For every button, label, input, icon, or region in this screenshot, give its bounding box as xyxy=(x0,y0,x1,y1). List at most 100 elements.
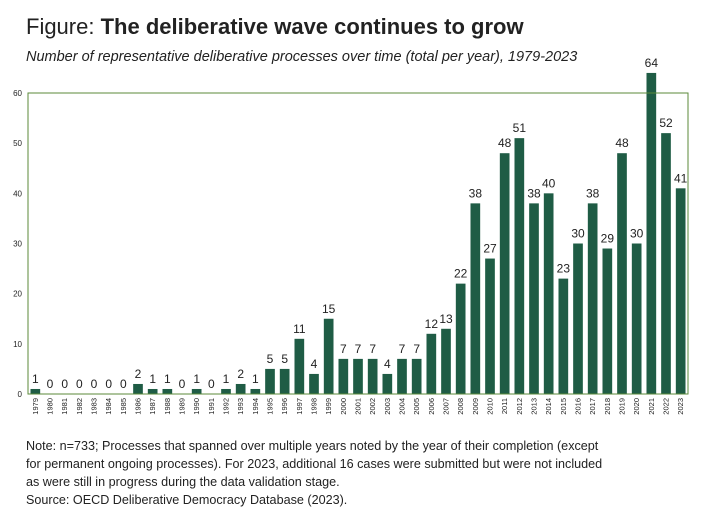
data-label: 1 xyxy=(32,372,39,386)
data-label: 5 xyxy=(267,352,274,366)
data-label: 4 xyxy=(384,357,391,371)
bar xyxy=(631,243,642,394)
x-tick-label: 2021 xyxy=(647,398,656,415)
chart-subtitle: Number of representative deliberative pr… xyxy=(26,49,578,65)
bar xyxy=(382,373,393,394)
x-tick-label: 1981 xyxy=(60,398,69,415)
x-tick-label: 2008 xyxy=(456,398,465,415)
x-tick-label: 2020 xyxy=(632,398,641,415)
data-label: 23 xyxy=(557,262,571,276)
data-label: 1 xyxy=(252,372,259,386)
source-line: Source: OECD Deliberative Democracy Data… xyxy=(26,493,348,507)
data-label: 38 xyxy=(586,186,600,200)
x-tick-label: 2015 xyxy=(559,398,568,415)
bars xyxy=(30,72,686,394)
note-line-3: as were still in progress during the dat… xyxy=(26,475,340,489)
x-tick-label: 1980 xyxy=(46,398,55,415)
data-label: 0 xyxy=(179,377,186,391)
data-label: 0 xyxy=(105,377,112,391)
bar xyxy=(250,388,261,394)
x-tick-label: 2018 xyxy=(603,398,612,415)
data-label: 38 xyxy=(527,186,541,200)
x-tick-label: 2012 xyxy=(515,398,524,415)
data-label: 30 xyxy=(630,227,644,241)
x-tick-label: 1983 xyxy=(90,398,99,415)
chart-title: Figure: The deliberative wave continues … xyxy=(26,14,524,40)
data-label: 2 xyxy=(237,367,244,381)
bar xyxy=(397,358,407,394)
title-prefix: Figure: xyxy=(26,14,95,39)
data-label: 7 xyxy=(340,342,347,356)
data-label: 7 xyxy=(413,342,420,356)
x-tick-label: 2006 xyxy=(427,398,436,415)
x-tick-label: 2017 xyxy=(588,398,597,415)
data-label: 7 xyxy=(399,342,406,356)
data-label: 38 xyxy=(469,186,483,200)
bar xyxy=(617,153,627,394)
title-main: The deliberative wave continues to grow xyxy=(100,14,524,39)
y-tick-label: 20 xyxy=(13,290,22,299)
x-tick-label: 2019 xyxy=(618,398,627,415)
data-label: 4 xyxy=(311,357,318,371)
note-line-1: Note: n=733; Processes that spanned over… xyxy=(26,439,599,453)
x-tick-label: 2001 xyxy=(354,398,363,415)
bar xyxy=(367,358,378,394)
x-tick-label: 1991 xyxy=(207,398,216,415)
data-label: 0 xyxy=(61,377,68,391)
x-tick-label: 1995 xyxy=(266,398,275,415)
data-label: 0 xyxy=(76,377,83,391)
x-tick-label: 1997 xyxy=(295,398,304,415)
data-label: 29 xyxy=(601,232,615,246)
x-tick-label: 1989 xyxy=(178,398,187,415)
data-label: 27 xyxy=(483,242,497,256)
y-tick-label: 0 xyxy=(18,390,23,399)
bar xyxy=(30,388,41,394)
data-label: 64 xyxy=(645,56,659,70)
data-label: 0 xyxy=(120,377,127,391)
bar xyxy=(587,203,598,394)
x-tick-label: 1999 xyxy=(324,398,333,415)
y-tick-label: 60 xyxy=(13,89,22,98)
bar xyxy=(323,318,334,394)
bar xyxy=(147,388,158,394)
data-label: 13 xyxy=(439,312,453,326)
x-tick-label: 1990 xyxy=(192,398,201,415)
x-tick-label: 1987 xyxy=(148,398,157,415)
y-tick-label: 30 xyxy=(13,240,22,249)
y-axis: 0 10 20 30 40 50 60 xyxy=(13,89,22,399)
bar xyxy=(573,243,583,394)
note-line-2: for permanent ongoing processes). For 20… xyxy=(26,457,603,471)
bar xyxy=(353,358,363,394)
data-label: 0 xyxy=(208,377,215,391)
bar xyxy=(265,368,275,394)
x-tick-label: 1992 xyxy=(222,398,231,415)
data-label: 7 xyxy=(369,342,376,356)
data-label: 5 xyxy=(281,352,288,366)
data-label: 1 xyxy=(149,372,156,386)
bar xyxy=(675,188,686,394)
x-tick-label: 2016 xyxy=(574,398,583,415)
data-label: 15 xyxy=(322,302,336,316)
data-label: 7 xyxy=(355,342,362,356)
x-tick-label: 2005 xyxy=(412,398,421,415)
bar xyxy=(602,248,613,394)
bar xyxy=(162,388,173,394)
bar xyxy=(279,368,290,394)
bar xyxy=(426,333,437,394)
x-tick-label: 1982 xyxy=(75,398,84,415)
bar xyxy=(470,203,481,394)
x-tick-label: 2000 xyxy=(339,398,348,415)
data-label: 22 xyxy=(454,267,468,281)
bar xyxy=(191,388,202,394)
x-tick-label: 1986 xyxy=(134,398,143,415)
bar xyxy=(294,338,305,394)
data-label: 2 xyxy=(135,367,142,381)
x-tick-label: 2023 xyxy=(676,398,685,415)
data-label: 11 xyxy=(293,322,306,336)
bar xyxy=(661,133,671,394)
y-tick-label: 40 xyxy=(13,189,22,198)
data-label: 1 xyxy=(164,372,171,386)
x-tick-label: 1985 xyxy=(119,398,128,415)
